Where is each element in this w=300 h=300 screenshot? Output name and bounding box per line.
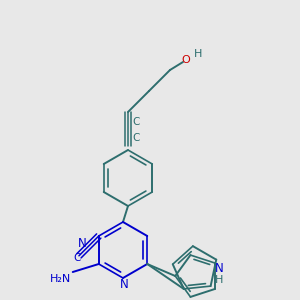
Text: C: C [132, 133, 140, 143]
Text: N: N [78, 237, 86, 250]
Text: H₂N: H₂N [50, 274, 71, 284]
Text: N: N [120, 278, 128, 292]
Text: H: H [194, 49, 202, 59]
Text: C: C [73, 253, 81, 263]
Text: H: H [215, 274, 224, 285]
Text: C: C [132, 117, 140, 127]
Text: N: N [215, 262, 224, 275]
Text: O: O [182, 55, 190, 65]
